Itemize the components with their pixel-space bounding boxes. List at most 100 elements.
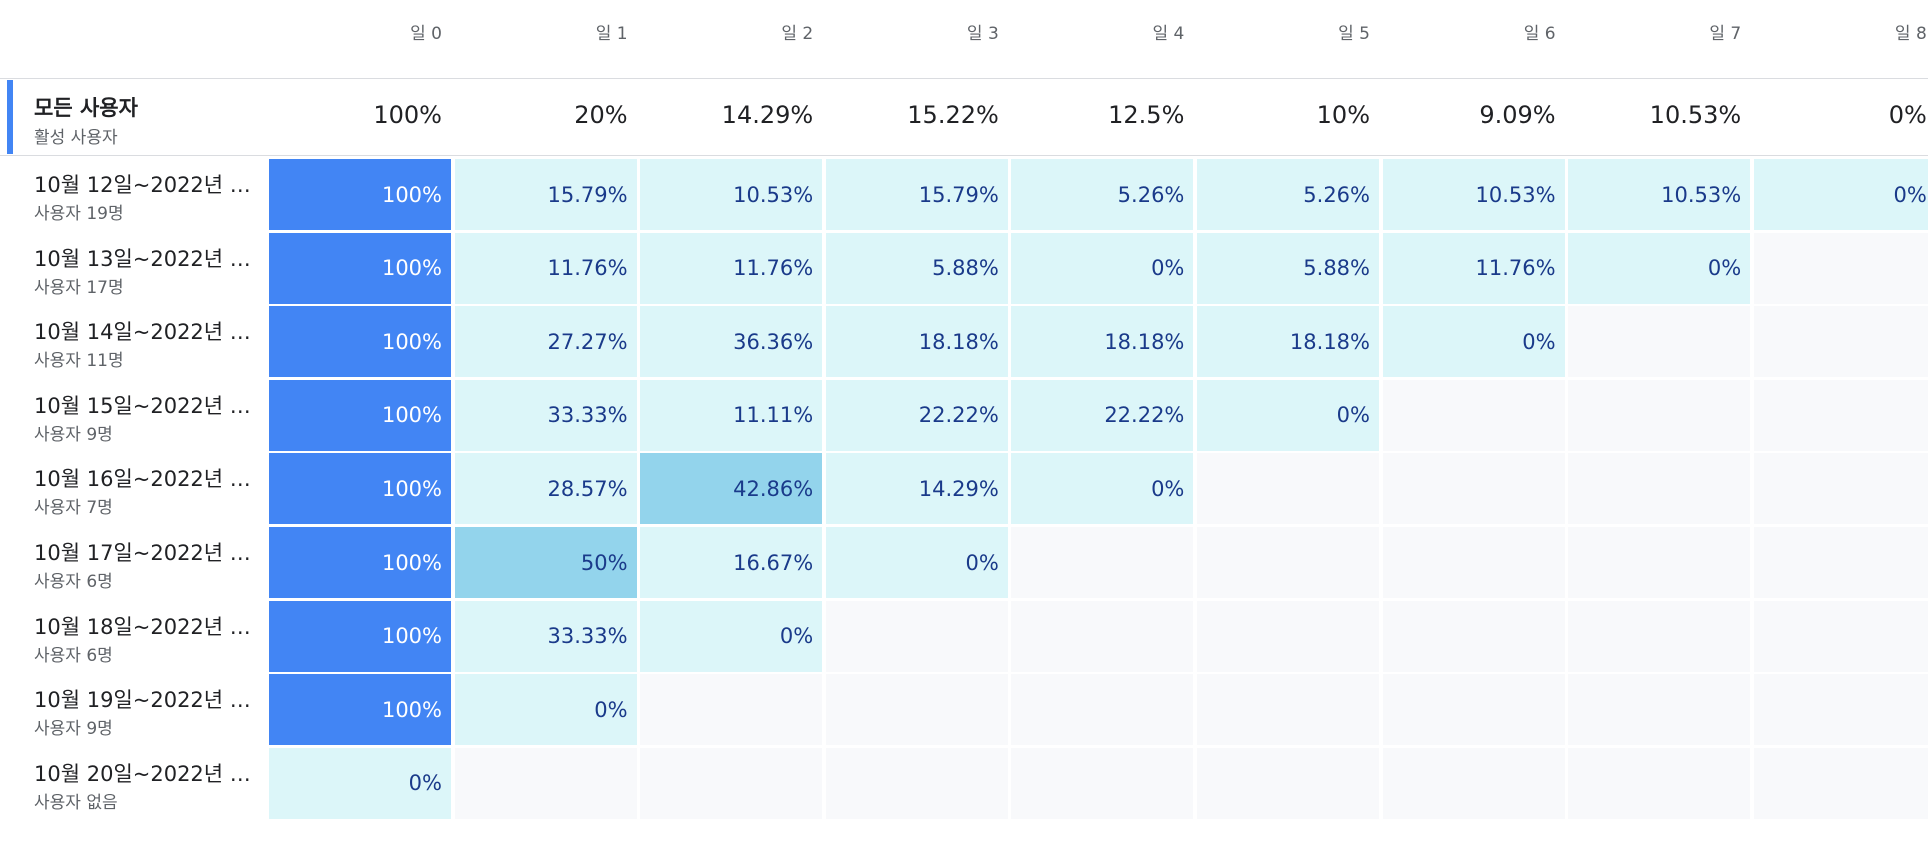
retention-cell[interactable]: 100% <box>269 159 451 230</box>
empty-cell <box>825 747 1008 819</box>
cohort-user-count: 사용자 11명 <box>34 351 124 372</box>
summary-value: 9.09% <box>1479 101 1556 129</box>
retention-cell[interactable]: 0% <box>1011 453 1194 525</box>
cohort-label[interactable]: 10월 17일~2022년 1... <box>34 541 256 565</box>
retention-cell[interactable]: 5.88% <box>1197 232 1379 304</box>
retention-cell[interactable]: 15.79% <box>454 159 637 230</box>
empty-cell <box>1568 306 1751 378</box>
empty-cell <box>1753 306 1928 378</box>
retention-cell[interactable]: 18.18% <box>825 306 1008 378</box>
retention-cell[interactable]: 22.22% <box>825 379 1008 451</box>
retention-cell[interactable]: 100% <box>269 306 451 378</box>
retention-cell[interactable]: 5.88% <box>825 232 1008 304</box>
summary-value: 14.29% <box>721 101 814 129</box>
cohort-user-count: 사용자 17명 <box>34 277 124 298</box>
summary-value: 0% <box>1888 101 1927 129</box>
retention-cell[interactable]: 0% <box>269 747 451 819</box>
empty-cell <box>1568 379 1751 451</box>
cohort-label[interactable]: 10월 14일~2022년 1... <box>34 320 256 345</box>
day-header: 일 1 <box>595 24 628 44</box>
retention-cell[interactable]: 0% <box>1568 232 1751 304</box>
summary-value: 100% <box>373 101 442 129</box>
retention-cell[interactable]: 14.29% <box>825 453 1008 525</box>
summary-subtitle: 활성 사용자 <box>34 128 118 148</box>
cohort-label[interactable]: 10월 19일~2022년 1... <box>34 688 256 713</box>
retention-cell[interactable]: 11.76% <box>454 232 637 304</box>
retention-cell[interactable]: 100% <box>269 232 451 304</box>
retention-cell[interactable]: 100% <box>269 379 451 451</box>
empty-cell <box>1197 527 1379 598</box>
retention-cell[interactable]: 15.79% <box>825 159 1008 230</box>
retention-cell[interactable]: 33.33% <box>454 379 637 451</box>
retention-cell[interactable]: 50% <box>454 527 637 598</box>
empty-cell <box>1568 600 1751 672</box>
cohort-user-count: 사용자 7명 <box>34 498 113 519</box>
retention-cell[interactable]: 100% <box>269 453 451 525</box>
cohort-label[interactable]: 10월 20일~2022년 1... <box>34 761 256 786</box>
retention-cell[interactable]: 28.57% <box>454 453 637 525</box>
retention-cell[interactable]: 33.33% <box>454 600 637 672</box>
retention-cell[interactable]: 100% <box>269 674 451 746</box>
retention-cell[interactable]: 0% <box>825 527 1008 598</box>
retention-cell[interactable]: 10.53% <box>1382 159 1565 230</box>
retention-cell[interactable]: 10.53% <box>640 159 823 230</box>
empty-cell <box>1197 747 1379 819</box>
empty-cell <box>1568 453 1751 525</box>
empty-cell <box>1753 453 1928 525</box>
empty-cell <box>1753 674 1928 746</box>
empty-cell <box>825 600 1008 672</box>
retention-cell[interactable]: 5.26% <box>1011 159 1194 230</box>
day-header: 일 6 <box>1523 24 1556 44</box>
retention-cell[interactable]: 0% <box>1382 306 1565 378</box>
retention-cell[interactable]: 10.53% <box>1568 159 1751 230</box>
retention-cell[interactable]: 0% <box>1753 159 1928 230</box>
summary-value: 12.5% <box>1108 101 1185 129</box>
retention-cell[interactable]: 18.18% <box>1011 306 1194 378</box>
retention-cell[interactable]: 11.11% <box>640 379 823 451</box>
summary-value: 20% <box>574 101 628 129</box>
retention-cell[interactable]: 27.27% <box>454 306 637 378</box>
retention-cell[interactable]: 0% <box>1197 379 1379 451</box>
empty-cell <box>1568 527 1751 598</box>
retention-cell[interactable]: 0% <box>1011 232 1194 304</box>
retention-cell[interactable]: 11.76% <box>640 232 823 304</box>
cohort-label[interactable]: 10월 15일~2022년 1... <box>34 393 256 418</box>
empty-cell <box>1197 674 1379 746</box>
empty-cell <box>1011 674 1194 746</box>
retention-cell[interactable]: 100% <box>269 600 451 672</box>
empty-cell <box>1753 747 1928 819</box>
retention-cell[interactable]: 100% <box>269 527 451 598</box>
retention-cell[interactable]: 0% <box>640 600 823 672</box>
day-header: 일 2 <box>781 24 814 44</box>
day-header: 일 0 <box>410 24 442 44</box>
empty-cell <box>1753 527 1928 598</box>
cohort-user-count: 사용자 9명 <box>34 719 113 740</box>
summary-value: 15.22% <box>907 101 999 129</box>
retention-cell[interactable]: 5.26% <box>1197 159 1379 230</box>
retention-cell[interactable]: 36.36% <box>640 306 823 378</box>
cohort-label[interactable]: 10월 12일~2022년 1... <box>34 173 256 197</box>
empty-cell <box>1382 747 1565 819</box>
empty-cell <box>1197 453 1379 525</box>
cohort-user-count: 사용자 19명 <box>34 204 124 224</box>
empty-cell <box>1382 600 1565 672</box>
retention-cell[interactable]: 11.76% <box>1382 232 1565 304</box>
cohort-user-count: 사용자 6명 <box>34 572 113 592</box>
cohort-label[interactable]: 10월 13일~2022년 1... <box>34 246 256 271</box>
cohort-label[interactable]: 10월 16일~2022년 1... <box>34 467 256 492</box>
empty-cell <box>1011 527 1194 598</box>
cohort-label[interactable]: 10월 18일~2022년 1... <box>34 614 256 639</box>
summary-row[interactable] <box>0 78 1928 156</box>
retention-cell[interactable]: 42.86% <box>640 453 823 525</box>
empty-cell <box>454 747 637 819</box>
retention-cell[interactable]: 16.67% <box>640 527 823 598</box>
empty-cell <box>1753 600 1928 672</box>
summary-title: 모든 사용자 <box>34 96 138 120</box>
retention-cell[interactable]: 0% <box>454 674 637 746</box>
summary-accent-bar <box>7 80 13 154</box>
retention-cell[interactable]: 22.22% <box>1011 379 1194 451</box>
empty-cell <box>1382 379 1565 451</box>
retention-cell[interactable]: 18.18% <box>1197 306 1379 378</box>
cohort-user-count: 사용자 없음 <box>34 792 118 813</box>
